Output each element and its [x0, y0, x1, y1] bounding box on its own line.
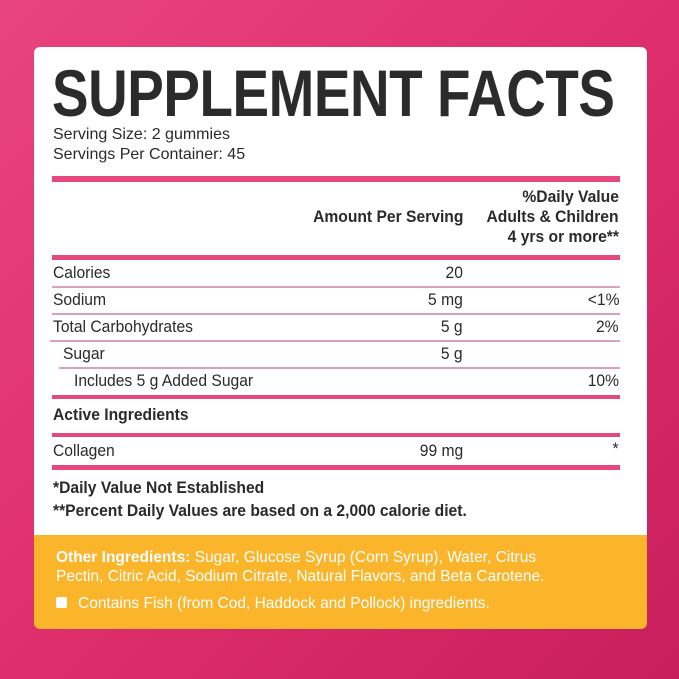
divider	[52, 286, 620, 288]
page-title: SUPPLEMENT FACTS	[52, 56, 615, 130]
serving-size: Serving Size: 2 gummies	[53, 126, 230, 143]
row-name: Sodium	[53, 290, 107, 309]
allergen-statement: Contains Fish (from Cod, Haddock and Pol…	[78, 595, 490, 612]
servings-per-container: Servings Per Container: 45	[53, 146, 246, 163]
other-ingredients-text: Sugar, Glucose Syrup (Corn Syrup), Water…	[194, 549, 537, 566]
row-name: Calories	[53, 263, 111, 282]
row-dv: 2%	[596, 317, 619, 336]
dv-header-2: Adults & Children	[486, 207, 619, 226]
divider	[52, 465, 620, 470]
divider	[52, 395, 620, 399]
row-amount: 99 mg	[419, 441, 463, 460]
footnote: *Daily Value Not Established	[53, 478, 265, 497]
other-ingredients-panel	[34, 535, 647, 629]
row-amount: 5 g	[441, 344, 463, 363]
divider	[52, 313, 620, 315]
row-amount: 5 g	[441, 317, 463, 336]
row-name: Includes 5 g Added Sugar	[74, 371, 254, 390]
row-name: Total Carbohydrates	[53, 317, 193, 336]
active-ingredients-heading: Active Ingredients	[53, 405, 189, 424]
divider	[52, 255, 620, 260]
supplement-facts-card	[34, 47, 647, 537]
checkbox-icon	[56, 597, 67, 608]
dv-header-1: %Daily Value	[522, 187, 619, 206]
amount-header: Amount Per Serving	[312, 207, 463, 226]
row-dv: 10%	[587, 371, 619, 390]
divider	[59, 367, 620, 369]
divider	[52, 176, 620, 182]
other-ingredients-line-1: Other Ingredients: Sugar, Glucose Syrup …	[56, 549, 536, 567]
divider	[52, 433, 620, 437]
row-name: Collagen	[53, 441, 115, 460]
row-amount: 5 mg	[428, 290, 463, 309]
row-amount: 20	[445, 263, 463, 282]
row-dv: <1%	[587, 290, 619, 309]
divider	[50, 340, 620, 342]
footnote: **Percent Daily Values are based on a 2,…	[53, 501, 467, 520]
row-dv: *	[612, 439, 619, 458]
dv-header-3: 4 yrs or more**	[507, 227, 619, 246]
other-ingredients-line-2: Pectin, Citric Acid, Sodium Citrate, Nat…	[56, 568, 545, 585]
other-ingredients-label: Other Ingredients:	[56, 549, 191, 566]
row-name: Sugar	[63, 344, 105, 363]
